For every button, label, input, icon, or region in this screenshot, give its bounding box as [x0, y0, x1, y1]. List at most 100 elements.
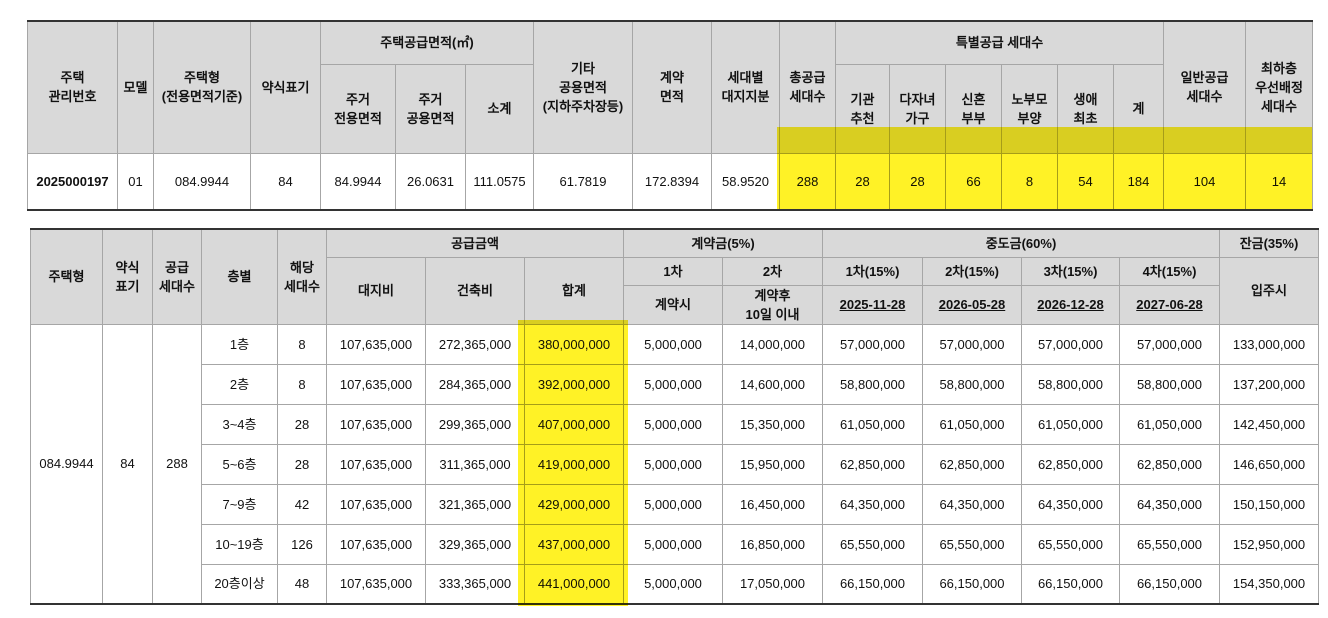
cell: 28	[835, 152, 890, 211]
cell: 272,365,000	[425, 323, 525, 365]
header-cell: 2026-05-28	[922, 284, 1022, 325]
cell: 61.7819	[533, 152, 633, 211]
header-cell: 2025-11-28	[822, 284, 923, 325]
cell: 15,350,000	[722, 403, 823, 445]
body: 2025000197 01 084.9944 84 84.9944 26.0631 111.…	[27, 152, 1313, 211]
cell: 7~9층	[201, 483, 278, 525]
cell: 84	[102, 323, 153, 605]
header-group: 특별공급 세대수	[835, 20, 1164, 65]
cell: 65,550,000	[822, 523, 923, 565]
header-cell: 2차	[722, 256, 823, 286]
header-row: 주거 전용면적 주거 공용면적 소계 기관 추천 다자녀 가구 신혼 부부 노부모 부양 생애…	[28, 63, 1313, 154]
header-cell: 약식 표기	[102, 228, 153, 325]
cell: 64,350,000	[1021, 483, 1120, 525]
data-row: 3~4층 28 107,635,000 299,365,000 407,000,000 5…	[31, 403, 1319, 445]
cell: 107,635,000	[326, 443, 426, 485]
header-cell: 대지비	[326, 256, 426, 325]
cell: 5,000,000	[623, 483, 723, 525]
cell: 084.9944	[153, 152, 251, 211]
header-cell: 총공급 세대수	[779, 20, 836, 154]
cell: 61,050,000	[1119, 403, 1220, 445]
cell: 107,635,000	[326, 483, 426, 525]
cell: 142,450,000	[1219, 403, 1319, 445]
cell: 2025000197	[27, 152, 118, 211]
header-cell: 주거 공용면적	[395, 63, 466, 154]
cell: 58,800,000	[1021, 363, 1120, 405]
header-cell: 입주시	[1219, 256, 1319, 325]
cell: 26.0631	[395, 152, 466, 211]
header-cell: 노부모 부양	[1001, 63, 1058, 154]
cell: 42	[277, 483, 327, 525]
header-cell: 합계	[524, 256, 624, 325]
cell: 311,365,000	[425, 443, 525, 485]
cell: 16,850,000	[722, 523, 823, 565]
cell: 5,000,000	[623, 403, 723, 445]
cell: 61,050,000	[922, 403, 1022, 445]
header-cell: 층별	[201, 228, 278, 325]
cell: 146,650,000	[1219, 443, 1319, 485]
header-cell: 공급 세대수	[152, 228, 202, 325]
cell: 104	[1163, 152, 1246, 211]
header-cell: 건축비	[425, 256, 525, 325]
cell: 65,550,000	[922, 523, 1022, 565]
cell: 107,635,000	[326, 523, 426, 565]
cell: 107,635,000	[326, 363, 426, 405]
cell: 61,050,000	[822, 403, 923, 445]
cell: 84	[250, 152, 321, 211]
cell: 10~19층	[201, 523, 278, 565]
cell: 48	[277, 563, 327, 605]
header-cell: 신혼 부부	[945, 63, 1002, 154]
cell: 5,000,000	[623, 523, 723, 565]
header-cell: 주택 관리번호	[27, 20, 118, 154]
data-row: 10~19층 126 107,635,000 329,365,000 437,000,0…	[31, 523, 1319, 565]
header-cell: 2027-06-28	[1119, 284, 1220, 325]
data-row: 2층 8 107,635,000 284,365,000 392,000,000 5,00…	[31, 363, 1319, 405]
cell: 154,350,000	[1219, 563, 1319, 605]
header-row: 주택 관리번호 모델 주택형 (전용면적기준) 약식표기 주택공급면적(㎡) 기타 공용면…	[27, 20, 1313, 154]
cell: 111.0575	[465, 152, 534, 211]
cell: 28	[277, 443, 327, 485]
cell: 419,000,000	[524, 443, 624, 485]
header-cell: 1차	[623, 256, 723, 286]
header-group: 계약금(5%)	[623, 228, 823, 258]
header-cell: 주택형 (전용면적기준)	[153, 20, 251, 154]
cell: 152,950,000	[1219, 523, 1319, 565]
header-cell: 주택형	[30, 228, 103, 325]
cell: 64,350,000	[922, 483, 1022, 525]
cell: 437,000,000	[524, 523, 624, 565]
header-cell: 최하층 우선배정 세대수	[1245, 20, 1313, 154]
cell: 62,850,000	[922, 443, 1022, 485]
price-table: 주택형 약식 표기 공급 세대수 층별 해당 세대수 공급금액 계약금(5%) 중도금(60%…	[30, 228, 1319, 605]
cell: 66,150,000	[1119, 563, 1220, 605]
cell: 14,000,000	[722, 323, 823, 365]
cell: 58,800,000	[1119, 363, 1220, 405]
header-group: 주택공급면적(㎡)	[320, 20, 534, 65]
data-row: 2025000197 01 084.9944 84 84.9944 26.0631 111.…	[27, 152, 1313, 211]
header-group: 공급금액	[326, 228, 624, 258]
cell: 107,635,000	[326, 323, 426, 365]
cell: 8	[277, 323, 327, 365]
cell: 57,000,000	[1021, 323, 1120, 365]
header-cell: 기타 공용면적 (지하주차장등)	[533, 20, 633, 154]
header-cell: 1차(15%)	[822, 256, 923, 286]
header-group: 중도금(60%)	[822, 228, 1220, 258]
cell: 16,450,000	[722, 483, 823, 525]
cell: 57,000,000	[922, 323, 1022, 365]
header-cell: 3차(15%)	[1021, 256, 1120, 286]
cell: 407,000,000	[524, 403, 624, 445]
cell: 8	[1001, 152, 1058, 211]
header-cell: 계약시	[623, 284, 723, 325]
cell: 5,000,000	[623, 323, 723, 365]
cell: 1층	[201, 323, 278, 365]
cell: 084.9944	[30, 323, 103, 605]
cell: 2층	[201, 363, 278, 405]
cell: 133,000,000	[1219, 323, 1319, 365]
data-row: 20층이상 48 107,635,000 333,365,000 441,000,000…	[31, 563, 1319, 605]
cell: 64,350,000	[822, 483, 923, 525]
cell: 58,800,000	[922, 363, 1022, 405]
cell: 172.8394	[632, 152, 712, 211]
cell: 66,150,000	[822, 563, 923, 605]
header-cell: 약식표기	[250, 20, 321, 154]
header-cell: 일반공급 세대수	[1163, 20, 1246, 154]
cell: 107,635,000	[326, 563, 426, 605]
